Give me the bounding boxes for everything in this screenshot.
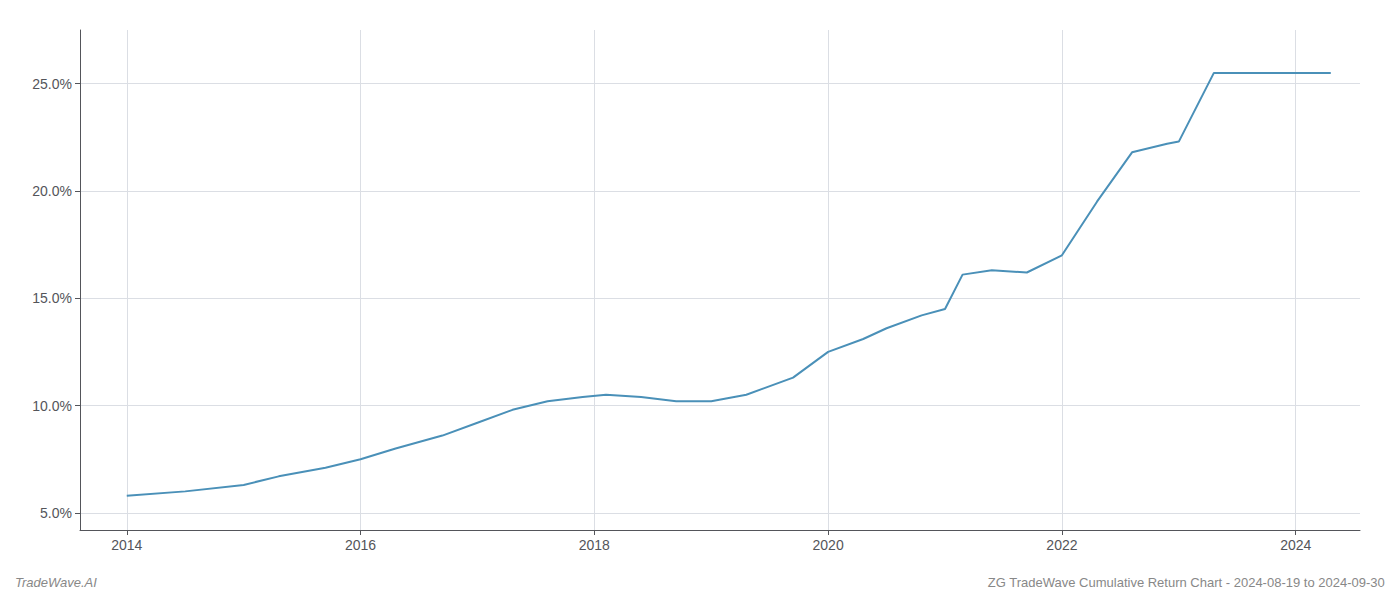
svg-text:15.0%: 15.0% [32,290,72,306]
svg-text:20.0%: 20.0% [32,183,72,199]
svg-text:2024: 2024 [1280,537,1311,553]
svg-text:2018: 2018 [579,537,610,553]
svg-text:10.0%: 10.0% [32,398,72,414]
svg-text:2020: 2020 [813,537,844,553]
svg-text:2022: 2022 [1046,537,1077,553]
svg-text:ZG TradeWave Cumulative Return: ZG TradeWave Cumulative Return Chart - 2… [988,575,1385,590]
svg-text:TradeWave.AI: TradeWave.AI [15,575,97,590]
svg-text:25.0%: 25.0% [32,76,72,92]
svg-text:5.0%: 5.0% [40,505,72,521]
svg-text:2016: 2016 [345,537,376,553]
svg-text:2014: 2014 [111,537,142,553]
